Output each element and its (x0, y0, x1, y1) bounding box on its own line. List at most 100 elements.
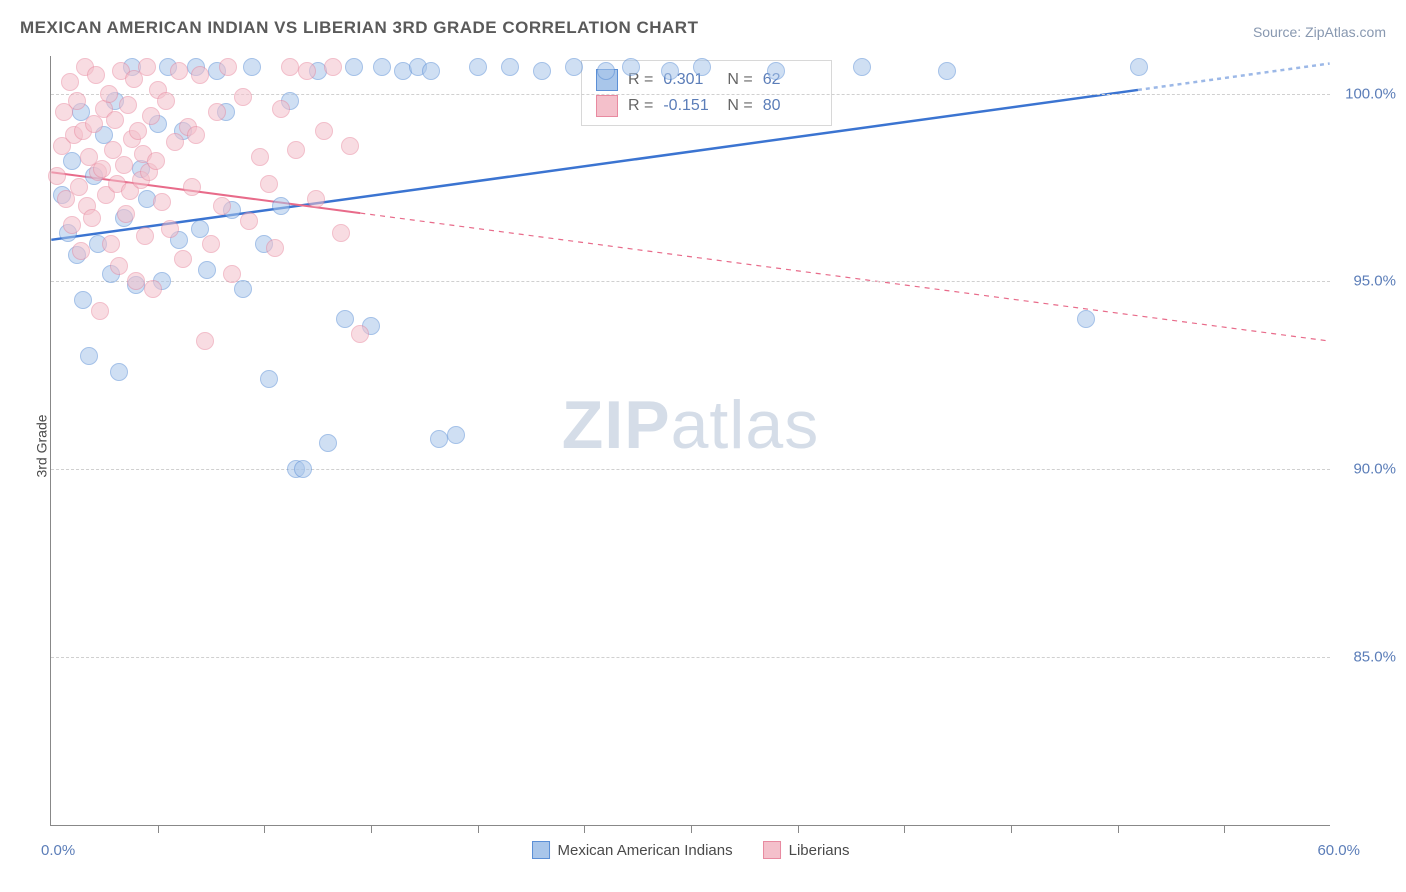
x-tick (478, 825, 479, 833)
legend-swatch (763, 841, 781, 859)
scatter-point (1130, 58, 1148, 76)
scatter-point (138, 58, 156, 76)
scatter-point (622, 58, 640, 76)
scatter-point (565, 58, 583, 76)
scatter-point (938, 62, 956, 80)
scatter-point (266, 239, 284, 257)
scatter-point (202, 235, 220, 253)
x-tick (691, 825, 692, 833)
series-swatch (596, 95, 618, 117)
scatter-point (373, 58, 391, 76)
watermark: ZIPatlas (562, 386, 819, 464)
trend-lines-layer (51, 56, 1330, 825)
legend-label: Liberians (789, 842, 850, 859)
gridline (51, 469, 1330, 470)
legend-label: Mexican American Indians (558, 842, 733, 859)
scatter-point (170, 62, 188, 80)
scatter-point (83, 209, 101, 227)
x-tick (1224, 825, 1225, 833)
scatter-point (80, 347, 98, 365)
scatter-point (336, 310, 354, 328)
scatter-point (174, 250, 192, 268)
y-axis-label: 3rd Grade (34, 414, 50, 477)
x-tick (798, 825, 799, 833)
scatter-point (345, 58, 363, 76)
scatter-point (72, 242, 90, 260)
x-axis-min-label: 0.0% (41, 842, 75, 859)
scatter-point (115, 156, 133, 174)
scatter-point (661, 62, 679, 80)
scatter-point (147, 152, 165, 170)
scatter-point (533, 62, 551, 80)
scatter-point (166, 133, 184, 151)
scatter-point (106, 111, 124, 129)
scatter-point (272, 100, 290, 118)
scatter-point (430, 430, 448, 448)
x-tick (371, 825, 372, 833)
scatter-point (351, 325, 369, 343)
n-label: N = (727, 97, 752, 115)
scatter-point (324, 58, 342, 76)
scatter-point (693, 58, 711, 76)
scatter-point (161, 220, 179, 238)
scatter-point (853, 58, 871, 76)
scatter-point (191, 66, 209, 84)
scatter-point (68, 92, 86, 110)
scatter-point (332, 224, 350, 242)
scatter-point (196, 332, 214, 350)
scatter-point (287, 141, 305, 159)
source-label: Source: ZipAtlas.com (1253, 24, 1386, 40)
scatter-point (251, 148, 269, 166)
n-label: N = (727, 71, 752, 89)
scatter-point (223, 265, 241, 283)
scatter-point (153, 193, 171, 211)
scatter-point (110, 363, 128, 381)
stats-legend-row: R = -0.151 N = 80 (596, 93, 817, 119)
gridline (51, 657, 1330, 658)
scatter-point (157, 92, 175, 110)
scatter-point (319, 434, 337, 452)
scatter-point (48, 167, 66, 185)
scatter-point (74, 291, 92, 309)
scatter-point (129, 122, 147, 140)
legend-item: Mexican American Indians (532, 841, 733, 859)
x-tick (158, 825, 159, 833)
scatter-point (767, 62, 785, 80)
scatter-point (294, 460, 312, 478)
r-value: -0.151 (663, 97, 717, 115)
y-tick-label: 95.0% (1353, 273, 1396, 290)
scatter-point (102, 235, 120, 253)
x-tick (1011, 825, 1012, 833)
y-tick-label: 90.0% (1353, 461, 1396, 478)
legend-swatch (532, 841, 550, 859)
scatter-point (87, 66, 105, 84)
scatter-point (127, 272, 145, 290)
scatter-point (208, 103, 226, 121)
scatter-point (110, 257, 128, 275)
x-tick (904, 825, 905, 833)
scatter-point (93, 160, 111, 178)
scatter-point (100, 85, 118, 103)
scatter-point (198, 261, 216, 279)
scatter-point (234, 88, 252, 106)
x-tick (264, 825, 265, 833)
scatter-point (63, 152, 81, 170)
scatter-point (117, 205, 135, 223)
x-axis-max-label: 60.0% (1317, 842, 1360, 859)
scatter-point (70, 178, 88, 196)
n-value: 80 (763, 97, 817, 115)
scatter-point (61, 73, 79, 91)
scatter-point (422, 62, 440, 80)
scatter-point (240, 212, 258, 230)
y-tick-label: 100.0% (1345, 85, 1396, 102)
scatter-point (307, 190, 325, 208)
scatter-point (144, 280, 162, 298)
scatter-point (85, 115, 103, 133)
r-label: R = (628, 97, 653, 115)
scatter-point (260, 370, 278, 388)
chart-plot-area: ZIPatlas R =0.301N =62R =-0.151N =80 0.0… (50, 56, 1330, 826)
scatter-point (183, 178, 201, 196)
scatter-point (187, 126, 205, 144)
scatter-point (234, 280, 252, 298)
scatter-point (213, 197, 231, 215)
